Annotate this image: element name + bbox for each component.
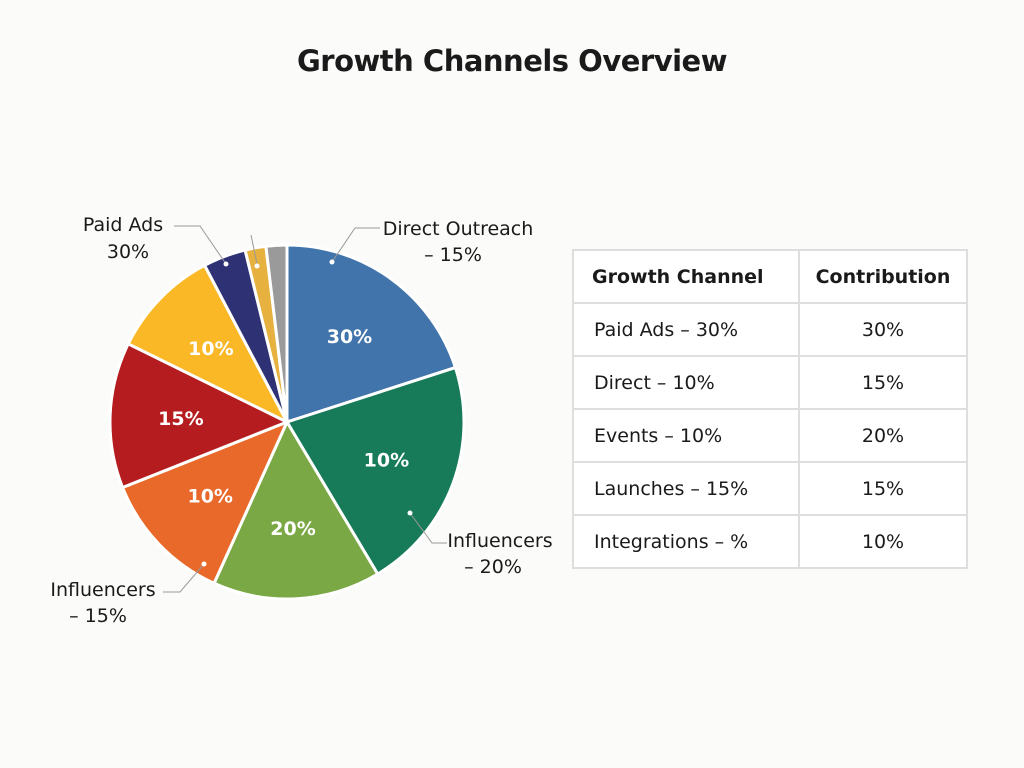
contribution-cell: 10% [798, 514, 968, 569]
callout-line-influencers-left [163, 563, 205, 593]
table-row: Paid Ads – 30% 30% [572, 302, 968, 357]
callout-dot [254, 263, 260, 269]
channel-cell: Events – 10% [572, 408, 800, 463]
slice-label: 20% [270, 518, 315, 540]
contribution-cell: 20% [798, 408, 968, 463]
pie-slice [264, 243, 289, 423]
callout-dot [329, 259, 335, 265]
slice-label: 10% [364, 449, 409, 471]
contribution-cell: 15% [798, 461, 968, 516]
table-row: Integrations – % 10% [572, 514, 968, 569]
channel-cell: Launches – 15% [572, 461, 800, 516]
slice-label: 10% [187, 485, 232, 507]
table-row: Events – 10% 20% [572, 408, 968, 463]
callout-dot [407, 510, 413, 516]
callout-influencers-right-value: – 20% [464, 556, 522, 578]
header-contribution: Contribution [798, 249, 968, 304]
channel-cell: Direct – 10% [572, 355, 800, 410]
contribution-cell: 15% [798, 355, 968, 410]
callout-influencers-left-name: Influencers [50, 579, 155, 601]
callout-influencers-right-name: Influencers [447, 530, 552, 552]
contribution-cell: 30% [798, 302, 968, 357]
table-row: Launches – 15% 15% [572, 461, 968, 516]
pie-slice [120, 419, 290, 586]
chart-title: Growth Channels Overview [296, 44, 728, 78]
header-growth-channel: Growth Channel [572, 249, 800, 304]
callout-direct-name: Direct Outreach [383, 218, 534, 240]
callout-dot [223, 261, 229, 267]
callout-direct-value: – 15% [424, 244, 482, 266]
pie-slice [212, 418, 380, 601]
table-header-row: Growth Channel Contribution [572, 249, 968, 304]
pie-slice [284, 365, 466, 577]
slice-label: 15% [158, 408, 203, 430]
callout-paid-ads-value: 30% [107, 241, 149, 263]
slice-label: 30% [327, 326, 372, 348]
channel-cell: Integrations – % [572, 514, 800, 569]
callout-line-direct-outreach [331, 227, 380, 263]
callout-line-influencers-right [409, 512, 447, 544]
growth-channel-table: Growth Channel Contribution Paid Ads – 3… [572, 249, 968, 569]
pie-slice [126, 263, 291, 426]
channel-cell: Paid Ads – 30% [572, 302, 800, 357]
callout-line-paid-ads [174, 225, 227, 265]
callout-dot [201, 561, 207, 567]
pie-slice [108, 341, 291, 490]
slice-label: 10% [188, 338, 233, 360]
callout-paid-ads-name: Paid Ads [83, 214, 163, 236]
table-row: Direct – 10% 15% [572, 355, 968, 410]
pie-slice [285, 243, 458, 425]
callout-influencers-left-value: – 15% [69, 605, 127, 627]
callout-line-small-slice [250, 234, 258, 265]
